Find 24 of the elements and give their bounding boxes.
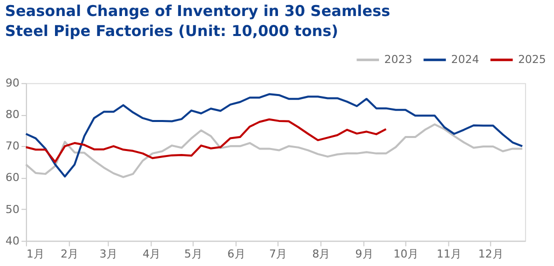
- y-tick-label: 60: [5, 171, 20, 184]
- x-tick-label: 9月: [355, 247, 374, 260]
- x-tick-label: 4月: [142, 247, 161, 260]
- x-tick-label: 8月: [312, 247, 330, 260]
- y-tick-label: 70: [5, 140, 20, 153]
- legend-label: 2024: [451, 52, 480, 66]
- x-tick-label: 2月: [60, 247, 79, 260]
- x-tick-label: 10月: [394, 247, 418, 260]
- line-series: [24, 93, 524, 178]
- x-tick-label: 6月: [227, 247, 246, 260]
- x-tick-label: 1月: [26, 247, 44, 260]
- x-tick-label: 11月: [436, 247, 462, 260]
- y-tick-label: 80: [5, 108, 20, 122]
- x-tick-label: 7月: [269, 247, 288, 260]
- legend-label: 2025: [518, 52, 546, 66]
- y-tick-label: 40: [5, 234, 20, 248]
- line-series: [24, 118, 388, 163]
- x-tick-label: 12月: [478, 247, 504, 260]
- x-tick-label: 5月: [184, 247, 202, 260]
- x-tick-label: 3月: [99, 247, 118, 260]
- y-tick-label: 90: [5, 76, 20, 90]
- y-tick-label: 50: [5, 202, 20, 216]
- chart-title: Seasonal Change of Inventory in 30 Seamless Steel Pipe Factories (Unit: 10,000 tons): [4, 2, 390, 40]
- legend-label: 2023: [384, 52, 412, 66]
